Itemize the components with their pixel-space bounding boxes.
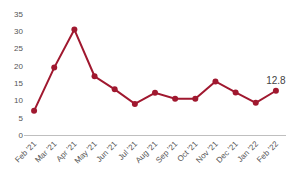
svg-text:10: 10 xyxy=(14,96,23,105)
svg-text:Aug '21: Aug '21 xyxy=(134,139,160,165)
svg-text:Mar '21: Mar '21 xyxy=(33,139,58,164)
svg-text:20: 20 xyxy=(14,62,23,71)
svg-text:Sep '21: Sep '21 xyxy=(154,139,180,165)
svg-text:Oct '21: Oct '21 xyxy=(175,139,199,163)
svg-text:0: 0 xyxy=(19,131,24,140)
svg-text:Jun '21: Jun '21 xyxy=(95,139,120,164)
svg-text:Feb '22: Feb '22 xyxy=(255,139,280,164)
svg-text:Nov '21: Nov '21 xyxy=(194,139,220,165)
svg-text:12.8: 12.8 xyxy=(266,75,286,86)
svg-text:30: 30 xyxy=(14,27,23,36)
svg-text:Jul '21: Jul '21 xyxy=(117,139,140,162)
svg-text:Dec '21: Dec '21 xyxy=(214,139,240,165)
svg-text:Apr '21: Apr '21 xyxy=(55,139,80,164)
svg-text:5: 5 xyxy=(19,114,24,123)
svg-text:Feb '21: Feb '21 xyxy=(13,139,38,164)
svg-text:Jan '22: Jan '22 xyxy=(236,139,261,164)
svg-text:35: 35 xyxy=(14,10,23,19)
svg-text:25: 25 xyxy=(14,44,23,53)
svg-text:15: 15 xyxy=(14,79,23,88)
svg-text:May '21: May '21 xyxy=(73,139,99,165)
